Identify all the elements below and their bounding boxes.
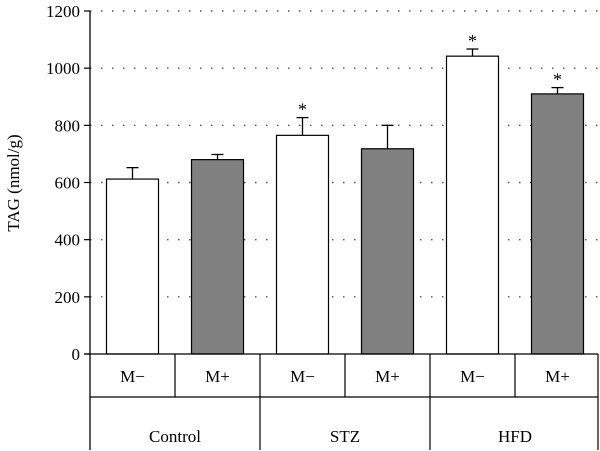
y-tick-label: 1200	[46, 2, 80, 21]
subgroup-label: M+	[545, 367, 570, 386]
bar-hfd-m-minus	[445, 55, 500, 355]
grid-lines	[90, 10, 598, 298]
y-tick-label: 0	[72, 345, 81, 364]
bar-control-m-plus	[190, 159, 245, 355]
subgroup-label: M+	[375, 367, 400, 386]
subgroup-label: M+	[205, 367, 230, 386]
group-label-hfd: HFD	[498, 427, 532, 446]
group-label-control: Control	[149, 427, 201, 446]
y-tick-label: 1000	[46, 59, 80, 78]
bar-stz-m-minus	[275, 134, 330, 355]
x-axis-table: M− M+ M− M+ M− M+ Control STZ HFD	[120, 367, 570, 446]
bar-stz-m-plus	[360, 148, 415, 355]
significance-marker: *	[553, 70, 562, 90]
y-tick-labels: 0 200 400 600 800 1000 1200	[46, 2, 80, 364]
y-tick-label: 800	[55, 116, 81, 135]
significance-marker: *	[468, 31, 477, 51]
y-tick-label: 200	[55, 288, 81, 307]
subgroup-label: M−	[460, 367, 485, 386]
bar-hfd-m-plus	[530, 93, 585, 355]
significance-marker: *	[298, 100, 307, 120]
bars: * * *	[105, 31, 585, 355]
y-axis-label: TAG (nmol/g)	[4, 134, 23, 231]
subgroup-label: M−	[290, 367, 315, 386]
y-tick-label: 600	[55, 174, 81, 193]
y-tick-label: 400	[55, 231, 81, 250]
subgroup-label: M−	[120, 367, 145, 386]
bar-control-m-minus	[105, 178, 160, 355]
group-label-stz: STZ	[330, 427, 360, 446]
axes	[84, 10, 599, 450]
